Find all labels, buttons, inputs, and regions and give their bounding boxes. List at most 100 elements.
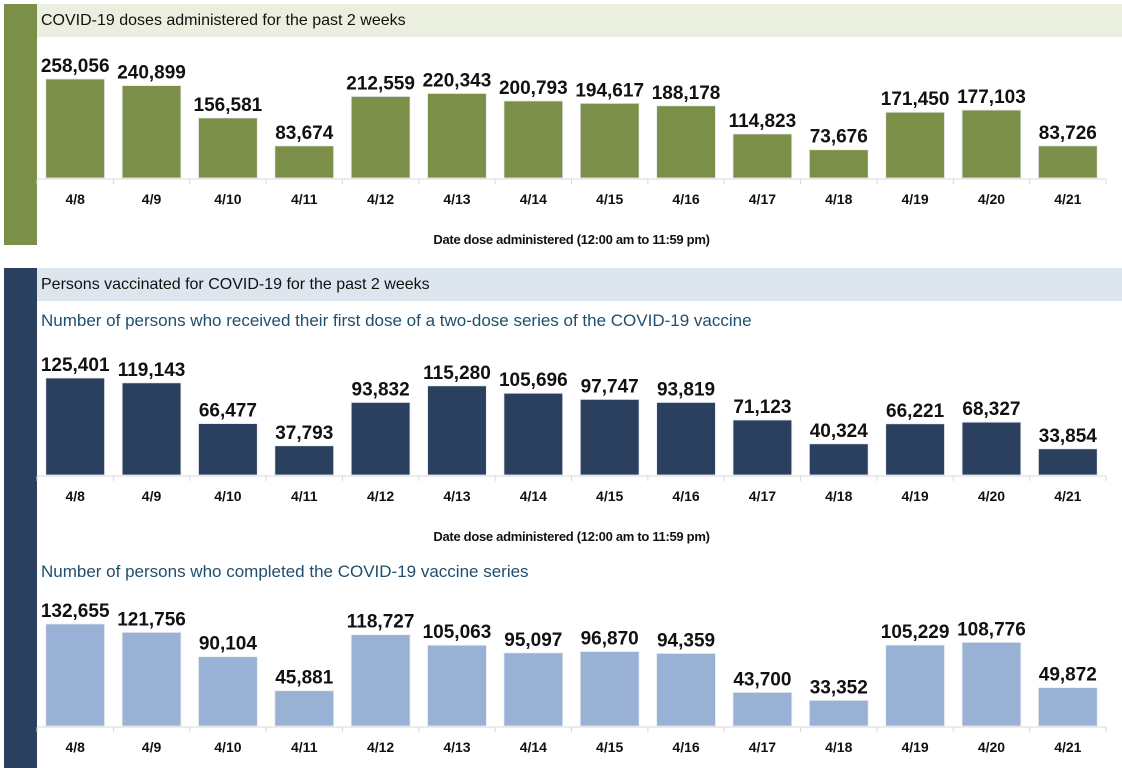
- completed-x-tick-label: 4/17: [749, 739, 776, 755]
- first-dose-x-tick-label: 4/13: [443, 488, 470, 504]
- first-dose-x-tick-label: 4/19: [901, 488, 928, 504]
- completed-x-tick-label: 4/15: [596, 739, 623, 755]
- first-dose-bar: [961, 421, 1022, 476]
- completed-x-tick-label: 4/16: [672, 739, 699, 755]
- completed-bar: [198, 656, 258, 727]
- first-dose-bar: [427, 385, 487, 476]
- completed-bar: [274, 690, 335, 727]
- first-dose-data-label: 93,832: [352, 379, 410, 400]
- first-dose-data-label: 119,143: [118, 360, 186, 381]
- first-dose-x-tick-label: 4/21: [1054, 488, 1081, 504]
- completed-bar: [121, 631, 182, 727]
- completed-bar: [808, 699, 869, 727]
- completed-x-tick-label: 4/12: [367, 739, 394, 755]
- first-dose-bar: [1038, 448, 1098, 476]
- first-dose-data-label: 105,696: [499, 370, 568, 391]
- doses-x-tick-label: 4/12: [367, 191, 394, 207]
- first-dose-data-label: 66,221: [886, 401, 945, 422]
- doses-bar: [350, 96, 411, 179]
- first-dose-data-label: 33,854: [1039, 426, 1098, 447]
- first-dose-x-tick-label: 4/17: [749, 488, 776, 504]
- doses-data-label: 171,450: [881, 89, 950, 110]
- completed-bar: [885, 644, 945, 727]
- doses-x-tick-label: 4/9: [142, 191, 162, 207]
- doses-bar: [45, 78, 105, 179]
- completed-x-tick-label: 4/14: [520, 739, 547, 755]
- doses-data-label: 258,056: [41, 56, 110, 77]
- doses-bar: [503, 100, 564, 179]
- completed-data-label: 49,872: [1039, 665, 1097, 686]
- first-dose-data-label: 93,819: [657, 379, 715, 400]
- first-dose-x-tick-label: 4/11: [291, 488, 318, 504]
- section-persons-header: Persons vaccinated for COVID-19 for the …: [37, 268, 1122, 301]
- completed-x-tick-label: 4/8: [65, 739, 85, 755]
- doses-bar: [1038, 145, 1098, 179]
- first-dose-bar: [656, 402, 716, 476]
- section-persons-accent-bar: [4, 268, 37, 768]
- completed-x-tick-label: 4/9: [142, 739, 162, 755]
- doses-x-tick-label: 4/10: [214, 191, 241, 207]
- first-dose-data-label: 37,793: [275, 423, 333, 444]
- completed-x-tick-label: 4/10: [214, 739, 241, 755]
- doses-x-tick-label: 4/15: [596, 191, 623, 207]
- doses-x-tick-label: 4/21: [1054, 191, 1081, 207]
- first-dose-x-tick-label: 4/8: [65, 488, 85, 504]
- doses-bar: [885, 111, 945, 179]
- completed-x-tick-label: 4/13: [443, 739, 470, 755]
- first-dose-bar: [45, 377, 105, 476]
- completed-x-tick-label: 4/19: [901, 739, 928, 755]
- completed-bar: [350, 634, 411, 727]
- completed-x-tick-label: 4/11: [291, 739, 318, 755]
- first-dose-x-tick-label: 4/9: [142, 488, 162, 504]
- first-dose-data-label: 97,747: [581, 376, 639, 397]
- completed-data-label: 105,229: [881, 622, 950, 643]
- completed-data-label: 96,870: [581, 629, 639, 650]
- completed-data-label: 94,359: [657, 630, 715, 651]
- doses-data-label: 73,676: [810, 127, 868, 148]
- doses-data-label: 156,581: [194, 95, 263, 116]
- doses-data-label: 220,343: [423, 70, 492, 91]
- first-dose-x-tick-label: 4/10: [214, 488, 241, 504]
- first-dose-bar: [885, 423, 945, 476]
- first-dose-bar: [808, 443, 869, 476]
- doses-x-tick-label: 4/20: [978, 191, 1005, 207]
- doses-bar: [961, 109, 1022, 179]
- completed-x-tick-label: 4/20: [978, 739, 1005, 755]
- completed-data-label: 45,881: [275, 668, 334, 689]
- first-dose-data-label: 115,280: [423, 363, 491, 384]
- doses-data-label: 83,674: [275, 123, 334, 144]
- first-dose-bar: [274, 445, 335, 476]
- doses-chart-x-axis-title: Date dose administered (12:00 am to 11:5…: [433, 232, 710, 247]
- completed-x-tick-label: 4/18: [825, 739, 852, 755]
- first-dose-data-label: 40,324: [810, 421, 869, 442]
- first-dose-bar: [579, 398, 640, 476]
- section-doses-header: COVID-19 doses administered for the past…: [37, 4, 1122, 37]
- completed-data-label: 33,352: [810, 677, 868, 698]
- section-doses-accent-bar: [4, 4, 37, 245]
- doses-x-tick-label: 4/11: [291, 191, 318, 207]
- first-dose-x-tick-label: 4/14: [520, 488, 547, 504]
- completed-data-label: 118,727: [347, 612, 415, 633]
- completed-data-label: 105,063: [423, 622, 492, 643]
- first-dose-bar: [732, 419, 793, 476]
- first-dose-x-tick-label: 4/15: [596, 488, 623, 504]
- first-dose-x-tick-label: 4/20: [978, 488, 1005, 504]
- doses-x-tick-label: 4/18: [825, 191, 852, 207]
- first-dose-x-tick-label: 4/12: [367, 488, 394, 504]
- completed-bar: [45, 623, 105, 727]
- doses-bar: [427, 93, 487, 179]
- doses-bar: [579, 102, 640, 179]
- completed-data-label: 43,700: [733, 669, 791, 690]
- completed-bar: [579, 651, 640, 727]
- completed-x-tick-label: 4/21: [1054, 739, 1081, 755]
- doses-bar: [656, 105, 716, 179]
- completed-data-label: 95,097: [504, 630, 562, 651]
- completed-data-label: 121,756: [117, 609, 186, 630]
- completed-data-label: 132,655: [41, 601, 110, 622]
- completed-data-label: 90,104: [199, 634, 258, 655]
- first-dose-data-label: 68,327: [962, 399, 1020, 420]
- doses-x-tick-label: 4/13: [443, 191, 470, 207]
- doses-bar: [198, 117, 258, 179]
